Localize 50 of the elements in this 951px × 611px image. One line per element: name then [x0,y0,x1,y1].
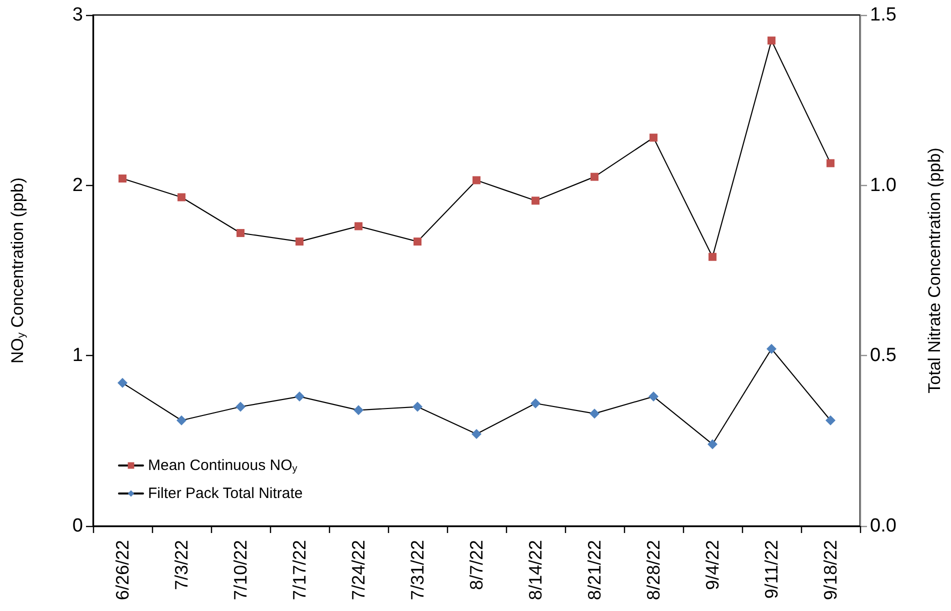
point [236,402,246,412]
point [412,402,422,412]
y2-tick-label: 0.0 [870,516,896,536]
x-tick-label: 7/24/22 [348,540,368,600]
point [294,392,304,402]
x-tick-label: 8/7/22 [466,540,486,590]
point [472,429,482,440]
point [414,238,422,246]
x-tick-label: 7/31/22 [408,540,428,600]
y-tick-label: 3 [72,4,83,26]
x-tick-label: 7/17/22 [290,540,310,600]
point [768,36,776,45]
x-tick-label: 9/4/22 [702,540,722,590]
point [766,344,776,354]
point [650,134,658,142]
x-tick-label: 7/3/22 [172,540,192,590]
y2-axis-title: Total Nitrate Concentration (ppb) [925,148,944,394]
y-tick-label: 2 [72,174,83,196]
point [296,238,304,246]
x-tick-label: 7/10/22 [230,540,250,600]
x-tick-label: 9/18/22 [820,540,840,600]
point [826,159,834,168]
x-tick-label: 8/14/22 [526,540,546,600]
y-tick-label: 1 [72,345,83,366]
point [236,229,244,238]
x-tick-label: 6/26/22 [112,540,132,600]
point [590,408,600,419]
x-tick-label: 9/11/22 [762,540,782,599]
point [176,415,186,426]
x-tick-label: 8/28/22 [644,540,664,600]
point [530,398,540,408]
point [532,196,540,205]
point [648,392,658,402]
x-tick-label: 8/21/22 [584,540,604,600]
y2-tick-label: 1.0 [870,174,896,196]
point [590,172,598,181]
point [826,415,836,426]
point [178,193,186,202]
point [708,439,718,450]
point [118,378,128,388]
point [354,405,364,416]
y2-tick-label: 0.5 [870,345,896,366]
y2-tick-label: 1.5 [870,4,896,26]
y-tick-label: 0 [72,516,83,536]
point [354,222,362,230]
legend-label: Filter Pack Total Nitrate [148,485,303,502]
point [472,176,480,184]
point [708,252,716,261]
y-axis-title: NOy Concentration (ppb) [8,178,28,364]
point [118,174,126,183]
